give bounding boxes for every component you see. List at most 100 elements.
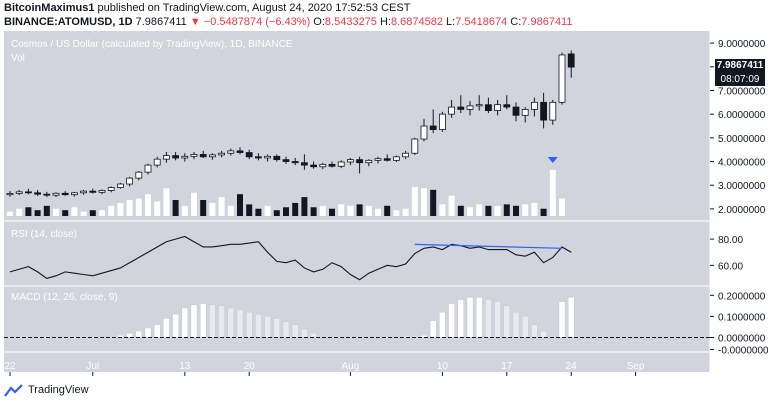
chart-area[interactable] xyxy=(4,31,710,372)
volume-bar xyxy=(549,170,556,216)
volume-bar xyxy=(319,205,326,216)
macd-axis-label: 0.1000000 xyxy=(718,312,766,323)
candle-body xyxy=(402,152,410,158)
footer-brand[interactable]: TradingView xyxy=(28,384,89,396)
volume-bar xyxy=(283,207,289,216)
macd-bar xyxy=(172,314,179,338)
candle-body xyxy=(6,193,14,196)
macd-bar xyxy=(126,333,133,338)
macd-bar xyxy=(531,324,538,338)
macd-bar xyxy=(282,321,290,338)
volume-bar xyxy=(108,205,115,216)
candle-body xyxy=(475,104,483,107)
macd-bar xyxy=(476,297,483,338)
candle-body xyxy=(411,138,419,154)
candle-body xyxy=(429,125,437,130)
low-label: L: xyxy=(446,16,456,28)
price-axis-label: 9.0000000 xyxy=(718,39,766,50)
candle-body xyxy=(365,159,373,164)
candle-body xyxy=(61,192,69,196)
candle-body xyxy=(521,109,529,116)
macd-bar xyxy=(255,314,262,338)
candle-body xyxy=(144,164,152,173)
open-label: O: xyxy=(313,16,325,28)
candle-body xyxy=(126,177,133,185)
volume-bar xyxy=(62,210,69,216)
volume-bar xyxy=(503,204,510,216)
macd-bar xyxy=(264,316,271,338)
volume-bar xyxy=(338,204,345,216)
candle-body xyxy=(420,125,428,140)
macd-bar xyxy=(402,336,409,338)
volume-bar xyxy=(53,208,59,216)
x-axis-label: Aug xyxy=(342,361,360,372)
rsi-axis-label: 80.00 xyxy=(718,235,743,246)
volume-bar xyxy=(264,205,271,216)
macd-bar xyxy=(190,304,198,338)
x-axis-label: Sep xyxy=(627,361,645,372)
volume-bar xyxy=(34,210,41,216)
published-text: published on TradingView.com, August 24,… xyxy=(97,2,411,14)
candle-body xyxy=(190,154,198,157)
candle-body xyxy=(319,163,327,168)
candle-body xyxy=(181,155,189,159)
publication-line: BitcoinMaximus1 published on TradingView… xyxy=(4,2,410,14)
close-value: 7.9867411 xyxy=(521,16,573,28)
volume-bar xyxy=(448,195,455,216)
macd-bar xyxy=(135,330,143,338)
tradingview-logo-icon[interactable] xyxy=(4,383,24,397)
macd-axis-label: 0.0000000 xyxy=(718,333,766,344)
x-axis-label: 22 xyxy=(4,361,16,372)
macd-bar xyxy=(199,303,207,338)
candle-body xyxy=(135,171,143,179)
candle-body xyxy=(558,54,566,103)
volume-bar xyxy=(402,208,409,216)
candle-body xyxy=(356,159,364,164)
volume-bar xyxy=(393,210,400,216)
candle-body xyxy=(52,192,60,196)
volume-bar xyxy=(421,188,427,216)
price-axis-label: 4.0000000 xyxy=(718,158,766,169)
price-chart[interactable]: Cosmos / US Dollar (calculated by Tradin… xyxy=(0,0,768,380)
volume-bar xyxy=(16,208,23,216)
volume-bar xyxy=(200,200,207,216)
candle-body xyxy=(310,164,318,168)
macd-label: MACD (12, 26, close, 9) xyxy=(11,292,118,303)
volume-bar xyxy=(292,202,299,216)
volume-bar xyxy=(80,211,87,216)
candle-body xyxy=(494,104,502,112)
x-axis-label: Jul xyxy=(86,361,99,372)
macd-bar xyxy=(568,297,575,338)
last-price: 7.9867411 xyxy=(135,16,187,28)
candle-body xyxy=(236,150,244,153)
open-value: 8.5433275 xyxy=(324,16,377,28)
macd-bar xyxy=(273,318,280,338)
candle-body xyxy=(89,190,97,193)
author-name[interactable]: BitcoinMaximus1 xyxy=(4,2,95,14)
low-value: 7.5418674 xyxy=(455,16,508,28)
candle-body xyxy=(218,152,226,156)
volume-bar xyxy=(191,192,197,216)
candle-body xyxy=(34,192,41,195)
macd-bar xyxy=(558,301,566,338)
macd-bar xyxy=(485,299,492,338)
candle-body xyxy=(346,159,354,163)
volume-bar xyxy=(99,210,105,216)
candle-body xyxy=(438,113,446,130)
volume-bar xyxy=(310,207,317,216)
macd-bar xyxy=(301,328,308,338)
volume-bar xyxy=(273,210,280,216)
volume-bar xyxy=(237,194,243,216)
countdown-tag: 08:07:09 xyxy=(715,73,765,86)
volume-bar xyxy=(384,205,391,216)
macd-bar xyxy=(512,311,520,338)
candle-body xyxy=(549,101,557,121)
x-axis-label: 24 xyxy=(566,361,578,372)
candle-body xyxy=(567,53,575,68)
volume-bar xyxy=(485,205,492,216)
price-change: −0.5487874 (−6.43%) xyxy=(203,16,311,28)
volume-bar xyxy=(375,208,381,216)
macd-bar xyxy=(494,301,501,338)
candle-body xyxy=(245,152,253,158)
candle-body xyxy=(71,192,78,196)
